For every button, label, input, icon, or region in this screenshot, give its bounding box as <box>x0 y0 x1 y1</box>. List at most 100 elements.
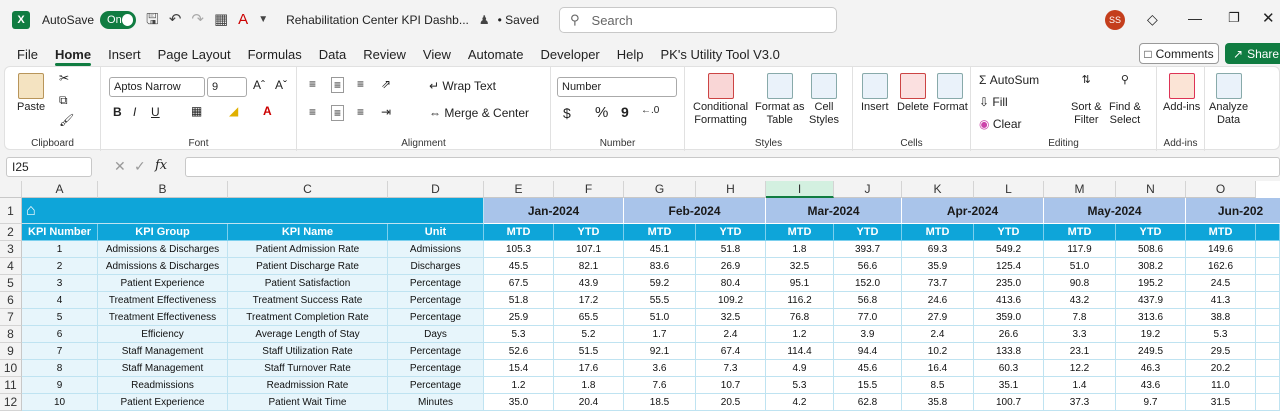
find-select-button[interactable]: ⚲ Find & Select <box>1109 73 1141 127</box>
table-cell[interactable]: Discharges <box>388 258 484 275</box>
table-cell[interactable]: 90.8 <box>1044 275 1116 292</box>
table-cell[interactable]: 77.0 <box>834 309 902 326</box>
table-cell[interactable]: 393.7 <box>834 241 902 258</box>
table-cell[interactable]: Treatment Effectiveness <box>98 292 228 309</box>
align-top-icon[interactable]: ≡ <box>309 77 317 91</box>
table-cell[interactable]: 100.7 <box>974 394 1044 411</box>
table-cell[interactable]: Percentage <box>388 292 484 309</box>
table-cell[interactable]: 195.2 <box>1116 275 1186 292</box>
table-cell[interactable]: 1 <box>22 241 98 258</box>
table-cell[interactable]: Readmission Rate <box>228 377 388 394</box>
table-cell[interactable]: 7.8 <box>1044 309 1116 326</box>
table-cell[interactable]: 92.1 <box>624 343 696 360</box>
table-cell[interactable]: 2.4 <box>902 326 974 343</box>
table-cell[interactable]: Minutes <box>388 394 484 411</box>
table-cell[interactable]: 35.0 <box>484 394 554 411</box>
table-cell[interactable]: 29.5 <box>1186 343 1256 360</box>
table-cell[interactable]: 10.2 <box>902 343 974 360</box>
table-cell[interactable]: 7 <box>22 343 98 360</box>
table-cell[interactable]: Treatment Effectiveness <box>98 309 228 326</box>
table-cell[interactable]: Patient Discharge Rate <box>228 258 388 275</box>
table-cell[interactable]: 162.6 <box>1186 258 1256 275</box>
table-cell[interactable]: 32.5 <box>696 309 766 326</box>
table-cell[interactable]: Treatment Success Rate <box>228 292 388 309</box>
table-cell[interactable]: 9.7 <box>1116 394 1186 411</box>
column-header-i[interactable]: I <box>766 181 834 198</box>
cut-icon[interactable]: ✂ <box>59 71 70 85</box>
decimal-icon[interactable]: ←.0 <box>641 105 660 116</box>
table-cell[interactable]: 62.8 <box>834 394 902 411</box>
restore-icon[interactable]: ❐ <box>1228 10 1240 25</box>
table-cell[interactable]: Average Length of Stay <box>228 326 388 343</box>
table-cell[interactable]: 35.1 <box>974 377 1044 394</box>
table-cell[interactable]: 117.9 <box>1044 241 1116 258</box>
addins-button[interactable]: Add-ins <box>1163 73 1200 114</box>
comma-button[interactable]: 9 <box>621 104 629 120</box>
table-cell[interactable]: 10 <box>22 394 98 411</box>
table-cell[interactable]: 105.3 <box>484 241 554 258</box>
table-cell[interactable]: 308.2 <box>1116 258 1186 275</box>
table-cell[interactable]: 82.1 <box>554 258 624 275</box>
fill-button[interactable]: ⇩ Fill <box>979 95 1008 109</box>
insert-function-button[interactable]: fx <box>155 158 168 173</box>
merge-center-button[interactable]: ⇔ Merge & Center <box>429 106 529 120</box>
redo-icon[interactable]: ↷ <box>191 11 204 28</box>
table-cell[interactable]: 114.4 <box>766 343 834 360</box>
italic-button[interactable]: I <box>133 105 137 119</box>
table-cell[interactable]: Patient Wait Time <box>228 394 388 411</box>
table-cell[interactable]: 549.2 <box>974 241 1044 258</box>
table-cell[interactable]: Staff Management <box>98 360 228 377</box>
table-cell[interactable]: 59.2 <box>624 275 696 292</box>
table-cell[interactable]: Admissions <box>388 241 484 258</box>
table-cell[interactable]: Staff Turnover Rate <box>228 360 388 377</box>
table-cell[interactable]: 51.0 <box>624 309 696 326</box>
table-cell[interactable]: 7.3 <box>696 360 766 377</box>
table-cell[interactable]: 51.5 <box>554 343 624 360</box>
search-box[interactable]: ⚲ Search <box>559 7 837 33</box>
table-cell[interactable]: 413.6 <box>974 292 1044 309</box>
tab-review[interactable]: Review <box>363 46 406 62</box>
table-cell[interactable]: 5.2 <box>554 326 624 343</box>
table-cell[interactable]: 51.8 <box>484 292 554 309</box>
table-cell[interactable]: 43.2 <box>1044 292 1116 309</box>
table-cell[interactable]: 4.2 <box>766 394 834 411</box>
home-icon[interactable]: ⌂ <box>26 201 36 219</box>
align-left-icon[interactable]: ≡ <box>309 105 317 119</box>
underline-button[interactable]: U <box>151 105 160 119</box>
table-cell[interactable] <box>1256 343 1280 360</box>
table-cell[interactable]: Admissions & Discharges <box>98 241 228 258</box>
table-cell[interactable]: 235.0 <box>974 275 1044 292</box>
fill-color-icon[interactable]: ◢ <box>229 104 239 118</box>
table-cell[interactable]: 16.4 <box>902 360 974 377</box>
table-cell[interactable]: 116.2 <box>766 292 834 309</box>
row-header-12[interactable]: 12 <box>0 394 22 411</box>
currency-button[interactable]: $ <box>563 105 571 121</box>
share-button[interactable]: ↗ Share <box>1225 43 1280 64</box>
table-cell[interactable]: 125.4 <box>974 258 1044 275</box>
delete-cells-button[interactable]: Delete <box>897 73 929 114</box>
column-header-f[interactable]: F <box>554 181 624 198</box>
table-cell[interactable]: 80.4 <box>696 275 766 292</box>
table-cell[interactable]: 1.8 <box>766 241 834 258</box>
table-cell[interactable]: 2.4 <box>696 326 766 343</box>
enter-icon[interactable]: ✓ <box>134 158 146 174</box>
conditional-formatting-button[interactable]: Conditional Formatting <box>693 73 748 127</box>
font-name-select[interactable]: Aptos Narrow <box>109 77 205 97</box>
table-cell[interactable]: 26.9 <box>696 258 766 275</box>
table-cell[interactable]: 1.2 <box>766 326 834 343</box>
table-cell[interactable]: 15.4 <box>484 360 554 377</box>
table-cell[interactable]: 95.1 <box>766 275 834 292</box>
table-cell[interactable]: 73.7 <box>902 275 974 292</box>
table-cell[interactable]: Admissions & Discharges <box>98 258 228 275</box>
table-cell[interactable]: 249.5 <box>1116 343 1186 360</box>
table-cell[interactable]: 38.8 <box>1186 309 1256 326</box>
minimize-icon[interactable]: — <box>1188 10 1202 26</box>
table-cell[interactable]: 7.6 <box>624 377 696 394</box>
table-cell[interactable] <box>1256 241 1280 258</box>
table-cell[interactable]: 437.9 <box>1116 292 1186 309</box>
tab-file[interactable]: File <box>17 46 38 62</box>
comments-button[interactable]: □ Comments <box>1139 43 1219 64</box>
insert-cells-button[interactable]: Insert <box>861 73 889 114</box>
table-cell[interactable]: 149.6 <box>1186 241 1256 258</box>
table-cell[interactable]: 17.6 <box>554 360 624 377</box>
